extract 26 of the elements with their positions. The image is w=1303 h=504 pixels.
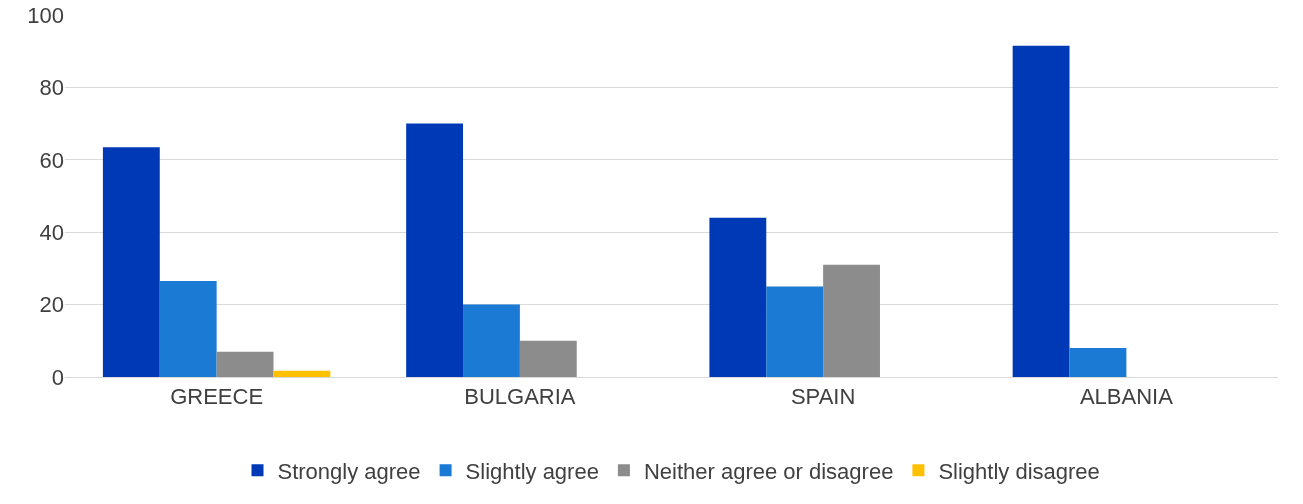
- y-tick-label: 80: [39, 75, 64, 101]
- bar: [709, 217, 767, 377]
- bar: [216, 351, 274, 377]
- x-tick-label: BULGARIA: [464, 384, 576, 410]
- y-tick-label: 0: [51, 364, 64, 390]
- legend-label: Neither agree or disagree: [643, 458, 894, 484]
- bar: [463, 304, 520, 377]
- bar: [273, 370, 331, 377]
- bar: [1069, 348, 1127, 377]
- bar: [406, 123, 464, 377]
- y-tick-label: 40: [39, 219, 64, 245]
- bar: [519, 340, 577, 377]
- bar: [159, 281, 217, 377]
- x-tick-label: SPAIN: [790, 384, 856, 410]
- y-tick-label: 100: [27, 2, 64, 28]
- bar: [823, 264, 880, 377]
- legend-label: Strongly agree: [277, 458, 421, 484]
- y-tick-label: 20: [39, 292, 64, 318]
- y-tick-label: 60: [39, 147, 64, 173]
- bar: [766, 286, 824, 377]
- bar: [102, 147, 160, 377]
- legend-label: Slightly disagree: [938, 458, 1100, 484]
- x-tick-label: ALBANIA: [1079, 384, 1174, 410]
- legend-label: Slightly agree: [465, 458, 599, 484]
- bar: [1012, 45, 1070, 377]
- x-tick-label: GREECE: [170, 384, 264, 410]
